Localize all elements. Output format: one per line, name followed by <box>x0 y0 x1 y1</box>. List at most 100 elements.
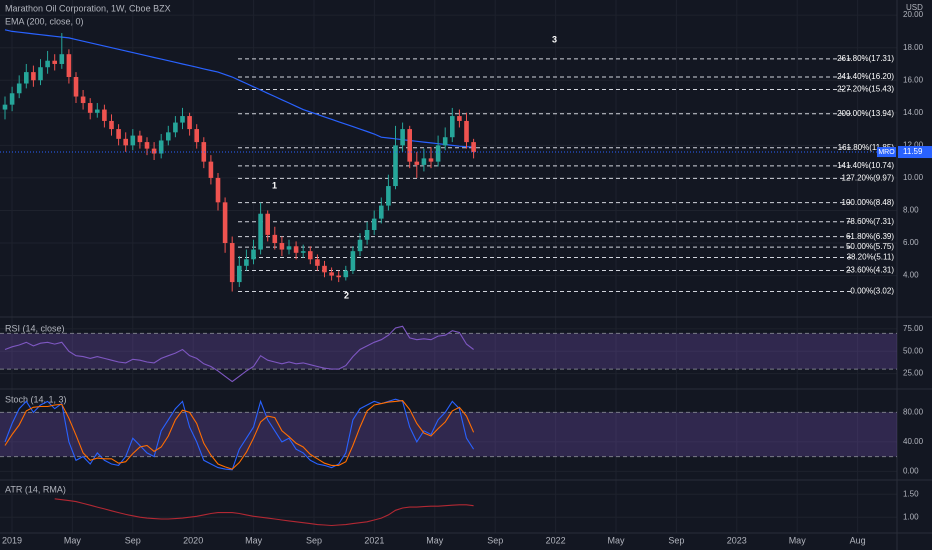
grid <box>0 0 897 533</box>
y-tick-label: 40.00 <box>903 437 924 446</box>
wave-label: 1 <box>272 180 277 190</box>
candle-body <box>116 129 121 139</box>
x-tick-label: May <box>607 535 625 545</box>
candle-body <box>343 270 349 278</box>
candle-body <box>293 246 299 253</box>
candle-body <box>237 265 242 283</box>
candle-body <box>457 116 462 121</box>
y-tick-label: 10.00 <box>903 173 924 182</box>
candle-body <box>251 249 256 260</box>
candle-body <box>16 83 22 94</box>
candle-body <box>414 161 420 165</box>
candle-body <box>102 109 107 121</box>
candle-body <box>357 239 363 252</box>
band <box>0 412 897 457</box>
panel-title: Stoch (14, 1, 3) <box>5 394 67 404</box>
candle-body <box>59 54 65 64</box>
x-tick-label: May <box>426 535 444 545</box>
candle-body <box>421 158 427 165</box>
series-line <box>4 400 475 470</box>
candle-body <box>137 135 143 143</box>
x-tick-label: Sep <box>668 535 684 545</box>
fib-label: 78.60%(7.31) <box>846 217 894 226</box>
y-tick-label: 12.00 <box>903 140 924 149</box>
candle-body <box>464 120 469 143</box>
x-tick-label: May <box>64 535 82 545</box>
candle-body <box>208 161 214 178</box>
candle-body <box>258 213 263 250</box>
x-tick-label: Aug <box>850 535 866 545</box>
x-tick-label: Sep <box>487 535 503 545</box>
candle-body <box>336 275 341 278</box>
fib-label: 227.20%(15.43) <box>837 85 894 94</box>
candle-body <box>371 218 377 231</box>
candle-body <box>272 234 278 244</box>
fib-label: 200.00%(13.94) <box>837 109 894 118</box>
y-tick-label: 1.00 <box>903 512 919 521</box>
candle-body <box>187 116 192 130</box>
candle-body <box>286 246 292 250</box>
y-tick-label: 20.00 <box>903 10 924 19</box>
candle-body <box>45 60 50 68</box>
y-tick-label: 25.00 <box>903 369 924 378</box>
candle-body <box>315 259 320 266</box>
candle-body <box>393 145 398 187</box>
series-line <box>4 325 474 383</box>
wave-label: 2 <box>344 290 349 300</box>
candle-body <box>350 251 356 271</box>
candle-body <box>95 109 100 113</box>
y-tick-label: 0.00 <box>903 466 919 475</box>
candle-body <box>109 120 114 130</box>
y-tick-label: 1.50 <box>903 489 919 498</box>
fib-label: 100.00%(8.48) <box>842 198 895 207</box>
price-tag <box>898 146 932 159</box>
candle-body <box>471 142 476 153</box>
y-tick-label: 16.00 <box>903 75 924 84</box>
candle-body <box>151 148 157 154</box>
fib-label: 38.20%(5.11) <box>847 253 895 262</box>
y-tick-label: 80.00 <box>903 408 924 417</box>
price-label: 11.59 <box>903 147 923 156</box>
currency: USD <box>906 3 923 12</box>
fib-label: 161.80%(11.85) <box>838 143 895 152</box>
candle-body <box>87 103 93 113</box>
fib-label: 0.00%(3.02) <box>850 287 894 296</box>
series-line <box>54 498 474 527</box>
candle-body <box>450 116 455 138</box>
x-tick-label: 2019 <box>2 535 22 545</box>
x-tick-label: 2023 <box>727 535 747 545</box>
y-tick-label: 14.00 <box>903 108 924 117</box>
candle-body <box>215 177 221 203</box>
candle-body <box>38 67 43 81</box>
candle-body <box>442 137 448 146</box>
candle-body <box>158 140 164 154</box>
x-tick-label: May <box>245 535 263 545</box>
x-tick-label: Sep <box>306 535 322 545</box>
candle-body <box>222 202 228 244</box>
candle-body <box>308 251 313 260</box>
fib-label: 261.80%(17.31) <box>837 54 894 63</box>
candle-body <box>322 265 327 273</box>
x-tick-label: 2021 <box>364 535 384 545</box>
candle-body <box>166 132 171 141</box>
fib-label: 23.60%(4.31) <box>846 266 894 275</box>
candle-body <box>329 272 334 276</box>
candle-body <box>24 72 29 84</box>
candle-body <box>31 72 36 81</box>
x-tick-label: May <box>789 535 807 545</box>
candle-body <box>428 158 434 162</box>
candle-body <box>2 104 8 110</box>
candle-body <box>173 122 178 133</box>
candle-body <box>407 129 412 162</box>
panel-title: RSI (14, close) <box>5 323 65 333</box>
candle-body <box>52 60 57 64</box>
y-tick-label: 6.00 <box>903 238 919 247</box>
candle-body <box>66 54 72 77</box>
chart-title: Marathon Oil Corporation, 1W, Cboe BZX <box>5 3 171 13</box>
candle-body <box>201 142 207 162</box>
x-tick-label: Sep <box>125 535 141 545</box>
candle-body <box>144 142 150 149</box>
